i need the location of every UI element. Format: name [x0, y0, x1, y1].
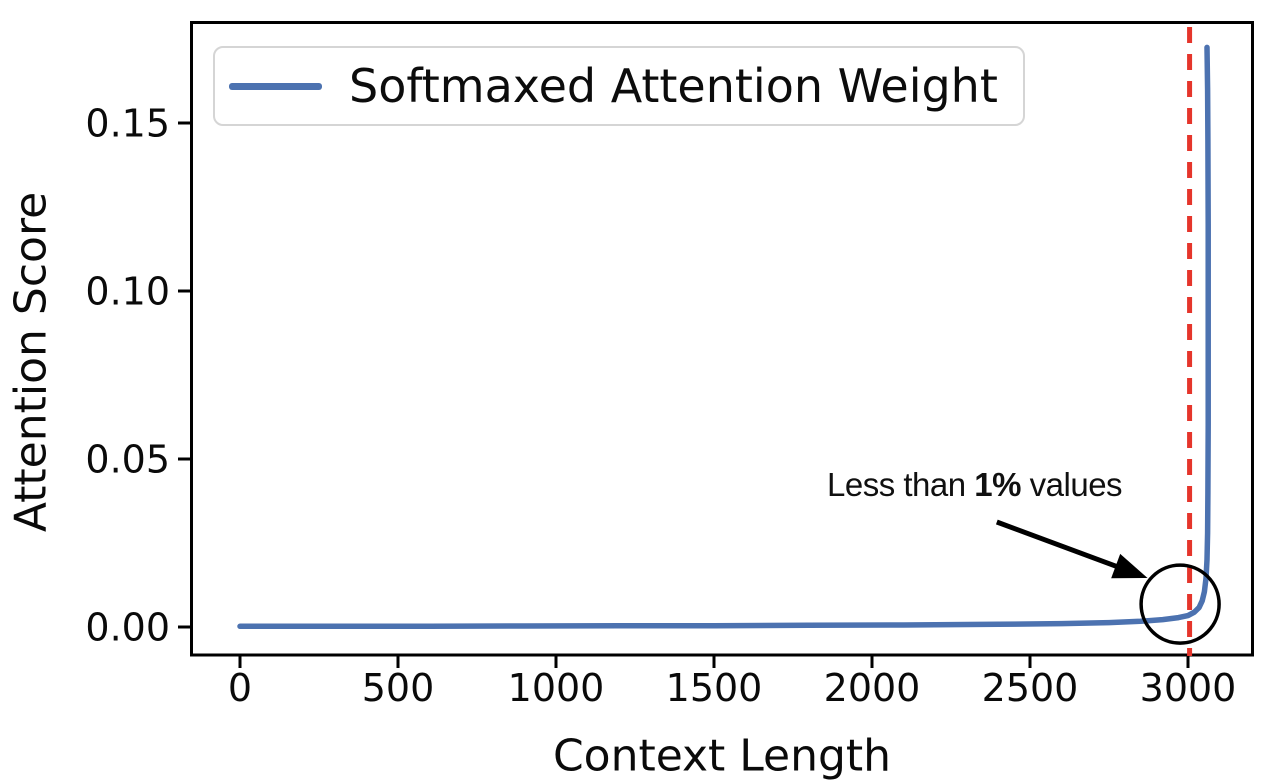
x-tick-label: 0	[228, 666, 252, 710]
legend-line-sample	[229, 82, 322, 90]
highlight-circle	[1139, 563, 1221, 645]
annotation-arrow-shaft	[995, 519, 1123, 571]
y-tick-label: 0.00	[85, 606, 170, 650]
y-axis-tick-labels: 0.00 0.05 0.10 0.15	[85, 102, 170, 650]
y-axis-label: Attention Score	[5, 191, 57, 533]
annotation-text-bold: 1%	[974, 466, 1021, 503]
y-axis-ticks	[178, 121, 191, 629]
x-axis-label: Context Length	[552, 730, 892, 782]
annotation-text-before: Less than	[827, 466, 975, 503]
y-tick-label: 0.15	[85, 102, 170, 146]
x-tick-label: 1500	[666, 666, 763, 710]
annotation-text-after: values	[1020, 466, 1123, 503]
annotation-text: Less than 1% values	[827, 466, 1123, 504]
x-tick-label: 500	[362, 666, 435, 710]
x-tick-label: 2000	[824, 666, 921, 710]
legend: Softmaxed Attention Weight	[213, 46, 1025, 126]
x-axis-ticks	[238, 655, 1190, 668]
y-tick-label: 0.05	[85, 438, 170, 482]
x-tick-label: 2500	[982, 666, 1079, 710]
annotation-arrow-head	[1111, 553, 1148, 579]
attention-line	[237, 44, 1211, 630]
x-axis-tick-labels: 0 500 1000 1500 2000 2500 3000	[228, 666, 1236, 710]
x-tick-label: 1000	[508, 666, 605, 710]
y-tick-label: 0.10	[85, 270, 170, 314]
x-tick-label: 3000	[1140, 666, 1237, 710]
legend-label: Softmaxed Attention Weight	[349, 59, 998, 113]
plot-frame	[190, 21, 1254, 657]
